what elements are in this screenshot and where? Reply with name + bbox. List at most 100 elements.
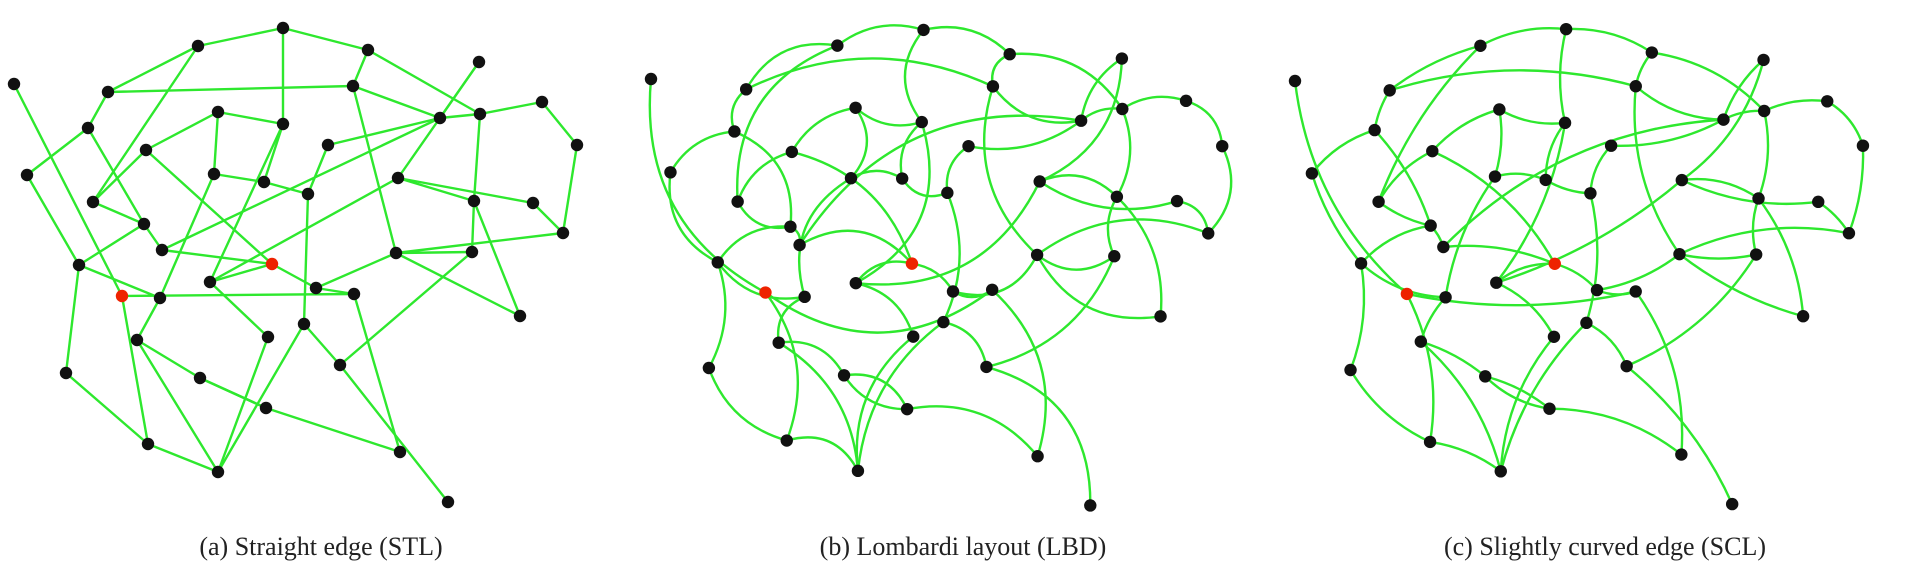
graph-edge [854,180,1041,286]
graph-node [1154,310,1167,323]
graph-edge [764,291,800,442]
graph-node [1202,227,1215,240]
graph-node [1488,170,1502,183]
graph-node [86,195,100,209]
graph-edge [1633,85,1681,256]
graph-edge [216,110,285,126]
graph-edge [1553,262,1599,292]
graph-node [941,186,954,200]
graph-edge [922,26,1011,56]
graph-edge [1498,108,1567,125]
graph-node [1288,74,1302,88]
graph-node [1629,285,1642,298]
graph-node [467,194,481,208]
graph-edge [1650,51,1766,113]
graph-edge [540,100,579,147]
graph-node [917,23,930,37]
graph-edge [1609,118,1725,148]
graph-node [831,39,844,52]
graph-edge [1035,253,1162,320]
graph-edge [855,335,915,473]
graph-node [309,281,323,295]
highlighted-node [265,257,279,271]
graph-node [276,21,290,35]
graph-node [101,85,115,99]
graph-edge [77,222,146,267]
graph-node [1033,175,1046,188]
graph-node [1084,499,1097,512]
graph-straight [7,21,584,509]
graph-edge [849,169,904,180]
graph-edge [314,286,356,296]
graph-edge [985,365,1092,507]
nodes-lombardi [644,23,1229,512]
graph-edge [648,77,767,294]
panel-straight: (a) Straight edge (STL) [0,0,642,579]
graph-edge [668,171,719,264]
graph-node [1604,139,1618,152]
graph-node [711,256,724,269]
graph-edge [1634,85,1725,121]
graph-node [962,139,975,153]
graph-edge [1293,79,1409,296]
graph-edge [1377,149,1434,203]
graph-node [389,246,403,260]
graph-edge [1634,290,1684,456]
graph-node [1383,84,1396,97]
panel-slightly-curved: (c) Slightly curved edge (SCL) [1284,0,1926,579]
graph-edge [1035,253,1116,271]
graph-node [137,217,151,231]
graph-edge [1008,52,1124,111]
graph-node [772,336,785,349]
graph-edge [942,320,988,369]
graph-node [915,115,928,129]
graph-edge [478,100,544,116]
graph-edge [64,371,150,446]
graph-node [739,83,753,96]
graph-node [798,290,811,304]
graph-edge [1310,128,1376,175]
graph-edge [1035,218,1210,257]
graph-edge [1495,178,1684,284]
graph-node [837,369,851,382]
graph-edge [1405,290,1637,307]
graph-edge [91,44,200,204]
graph-node [780,434,793,447]
graph-edge [25,173,81,267]
graph-edge [1442,118,1725,249]
graph-edge [1493,108,1503,178]
graph-edge [1548,407,1683,456]
graph-node [155,243,169,257]
graph-node [1645,46,1659,59]
graph-edge [1495,121,1567,284]
graph-edge [945,144,970,195]
graph-edge [744,42,839,91]
graph-edge [1847,144,1865,235]
graph-node [261,330,275,344]
graph-edge [785,436,860,473]
graph-edge [856,320,945,473]
graph-edge [849,106,869,180]
graph-node [207,167,221,181]
graph-node [1856,139,1870,152]
graph-node [907,330,920,343]
graph-edge [1349,262,1366,372]
graph-node [130,333,144,347]
graph-edge [1359,262,1447,299]
graph-edge [1405,292,1435,444]
graph-edge [1722,109,1766,121]
graph-node [1580,316,1593,330]
graph-edge [91,200,146,226]
graph-edge [106,84,355,94]
graph-edge [1680,58,1765,182]
graph-node [535,95,549,109]
graph-edge [212,110,220,176]
graph-edge [264,406,402,454]
edges-slight [1293,27,1865,506]
graph-node [1003,48,1016,61]
graph-edge [216,335,270,474]
graph-edge [144,110,220,152]
graph-edge [394,251,522,318]
graph-edge [160,248,274,266]
graph-edge [1079,57,1124,122]
